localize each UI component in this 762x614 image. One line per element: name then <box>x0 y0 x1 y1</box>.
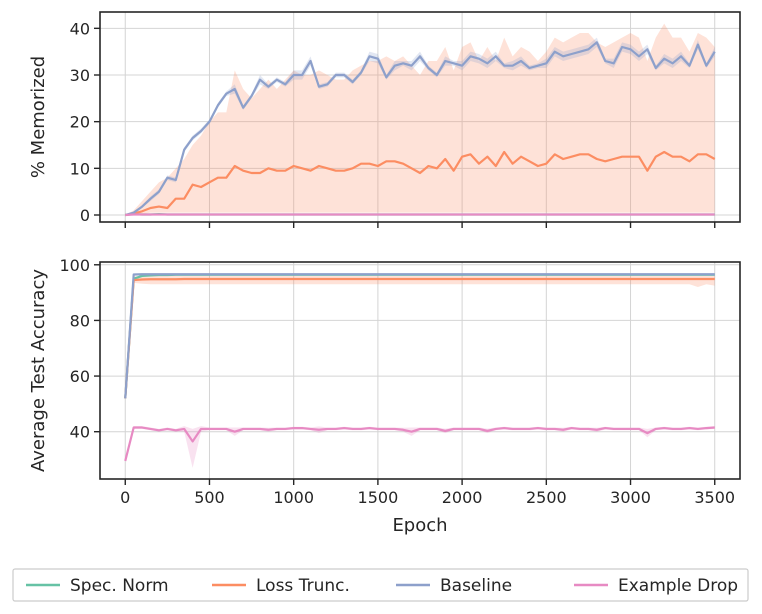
accuracy-line-example-drop <box>124 426 715 462</box>
accuracy-panel: 0 500 1000 1500 2000 2500 3000 3500 40 60 80 100 Ave… <box>28 256 741 536</box>
accuracy-y-tick-label: 60 <box>70 367 90 386</box>
legend-label-spec-norm: Spec. Norm <box>70 576 169 596</box>
memorized-y-tick-label: 30 <box>70 66 90 85</box>
legend-label-baseline: Baseline <box>440 576 512 596</box>
accuracy-x-tick-label: 0 <box>120 488 130 507</box>
memorized-y-tick-label: 10 <box>70 159 90 178</box>
accuracy-y-tick-label: 80 <box>70 311 90 330</box>
memorized-y-tick-label: 0 <box>80 206 90 225</box>
accuracy-x-tick-label: 2500 <box>526 488 567 507</box>
memorized-y-axis-label: % Memorized <box>28 56 49 178</box>
accuracy-y-tick-label: 40 <box>70 423 90 442</box>
accuracy-line-spec-norm <box>124 273 715 399</box>
legend: Spec. Norm Loss Trunc. Baseline Example Dro… <box>12 568 749 602</box>
accuracy-band-example-drop <box>125 426 715 468</box>
accuracy-axes-frame <box>99 261 741 480</box>
accuracy-y-axis-label: Average Test Accuracy <box>28 269 49 472</box>
accuracy-line-baseline <box>124 273 715 399</box>
accuracy-x-tick-label: 2000 <box>442 488 483 507</box>
accuracy-plot-area <box>124 273 715 468</box>
memorized-y-tick-label: 20 <box>70 113 90 132</box>
memorized-plot-area <box>124 23 716 217</box>
memorized-band-loss-trunc- <box>125 23 715 216</box>
accuracy-x-axis-label: Epoch <box>392 515 447 536</box>
legend-box <box>12 568 749 602</box>
accuracy-x-tick-label: 1000 <box>273 488 314 507</box>
accuracy-x-tick-label: 3500 <box>694 488 735 507</box>
accuracy-x-tick-label: 1500 <box>358 488 399 507</box>
legend-label-loss-trunc: Loss Trunc. <box>256 576 350 596</box>
accuracy-x-tick-label: 3000 <box>610 488 651 507</box>
legend-label-example-drop: Example Drop <box>618 576 738 596</box>
accuracy-band-loss-trunc- <box>125 275 715 399</box>
memorized-y-tick-label: 40 <box>70 19 90 38</box>
memorized-line-loss-trunc- <box>125 150 716 217</box>
memorized-panel: 0 10 20 30 40 % Memorized <box>28 11 741 228</box>
accuracy-line-loss-trunc- <box>124 277 715 399</box>
accuracy-x-tick-label: 500 <box>194 488 225 507</box>
memorized-axes-frame <box>99 11 741 223</box>
memorized-line-baseline <box>124 41 716 217</box>
accuracy-y-tick-label: 100 <box>59 256 90 275</box>
